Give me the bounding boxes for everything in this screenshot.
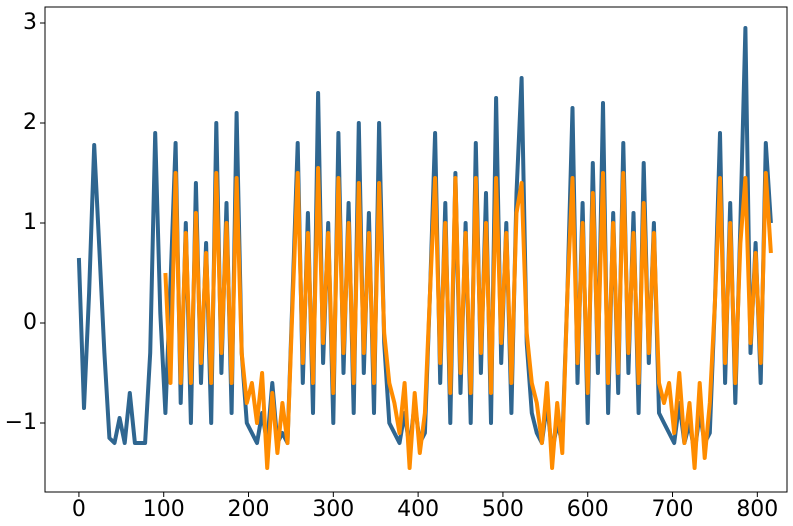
x-tick-label: 400 — [397, 497, 439, 522]
x-tick-label: 300 — [312, 497, 354, 522]
y-tick-label: 1 — [23, 210, 37, 235]
y-tick-label: 2 — [23, 110, 37, 135]
plot-frame — [44, 6, 788, 493]
line-series — [163, 166, 773, 470]
x-tick-label: 0 — [72, 497, 86, 522]
x-tick-label: 200 — [228, 497, 270, 522]
x-tick-label: 600 — [567, 497, 609, 522]
y-tick-label: −1 — [5, 410, 37, 435]
x-tick-label: 800 — [736, 497, 778, 522]
y-tick-label: 0 — [23, 310, 37, 335]
y-tick-label: 3 — [23, 10, 37, 35]
x-tick-label: 700 — [652, 497, 694, 522]
x-tick-label: 500 — [482, 497, 524, 522]
x-tick-label: 100 — [143, 497, 185, 522]
